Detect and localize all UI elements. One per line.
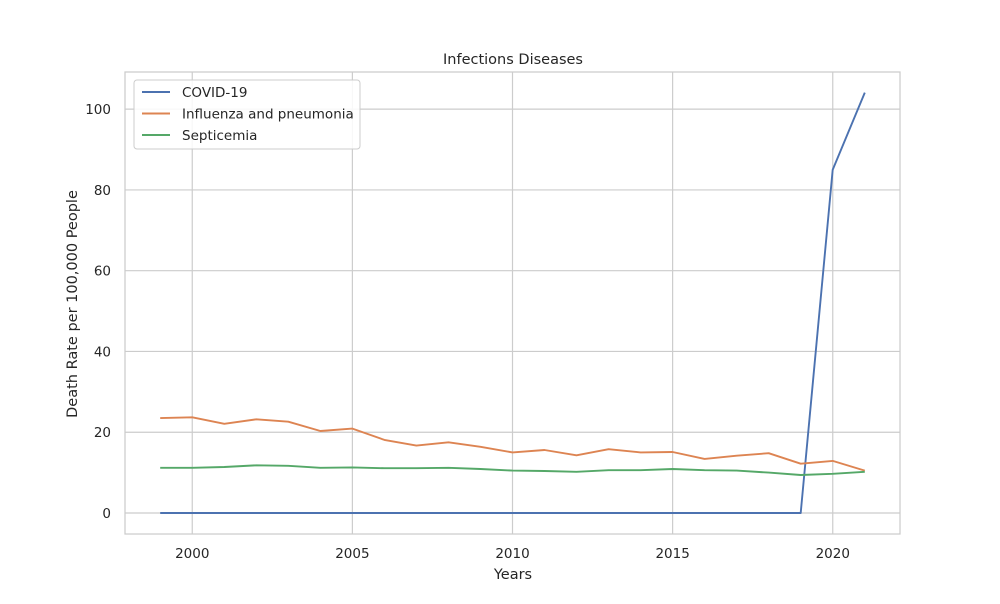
legend: COVID-19 Influenza and pneumonia Septicemi…	[133, 79, 361, 150]
tick-labels: 2000 2005 2010 2015 2020 0 20 40 60 80 100	[85, 102, 850, 562]
y-tick-label: 80	[94, 183, 111, 199]
y-tick-label: 60	[94, 264, 111, 280]
legend-label-covid-19: COVID-19	[182, 85, 247, 101]
x-tick-label: 2015	[655, 546, 689, 562]
x-tick-label: 2000	[175, 546, 209, 562]
series-line-septicemia	[160, 464, 865, 476]
series-lines	[160, 92, 866, 514]
chart-title: Infections Diseases	[443, 52, 583, 68]
y-tick-label: 40	[94, 344, 111, 360]
series-line-covid-19	[160, 92, 866, 514]
legend-box	[133, 79, 361, 150]
y-tick-label: 100	[85, 102, 111, 118]
y-tick-label: 0	[102, 506, 111, 522]
y-axis-label: Death Rate per 100,000 People	[65, 190, 81, 418]
x-tick-label: 2020	[816, 546, 850, 562]
grid	[125, 72, 900, 534]
x-tick-label: 2010	[495, 546, 529, 562]
series-line-influenza-and-pneumonia	[160, 416, 866, 472]
legend-label-septicemia: Septicemia	[182, 128, 257, 144]
x-tick-label: 2005	[335, 546, 369, 562]
plot-frame	[124, 71, 901, 535]
y-tick-label: 20	[94, 425, 111, 441]
x-axis-label: Years	[493, 567, 532, 583]
legend-label-influenza-and-pneumonia: Influenza and pneumonia	[182, 107, 354, 123]
